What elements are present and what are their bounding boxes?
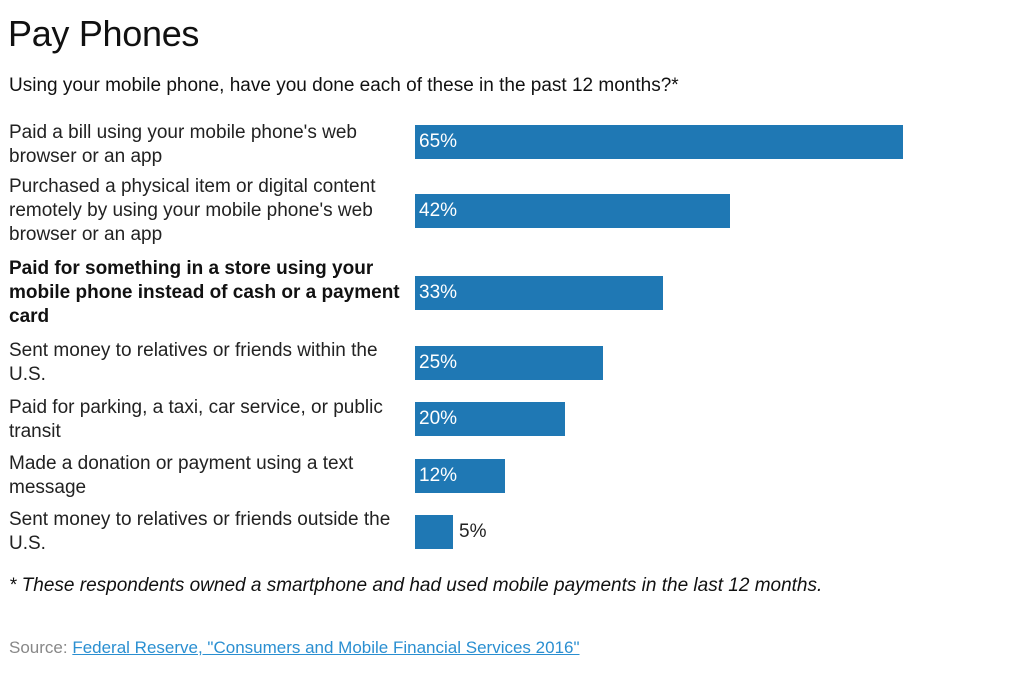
bar-value-label: 5% bbox=[459, 521, 487, 542]
chart-title: Pay Phones bbox=[8, 13, 200, 54]
bar bbox=[415, 125, 903, 159]
bar-value-label: 65% bbox=[419, 131, 458, 152]
category-label: Paid a bill using your mobile phone's we… bbox=[9, 122, 357, 167]
bar bbox=[415, 346, 603, 380]
bar bbox=[415, 515, 453, 549]
category-label: Sent money to relatives or friends withi… bbox=[9, 340, 378, 385]
source-line: Source: Federal Reserve, "Consumers and … bbox=[9, 637, 580, 659]
bar bbox=[415, 194, 730, 228]
source-prefix: Source: bbox=[9, 638, 73, 657]
bar bbox=[415, 402, 565, 436]
bar-value-label: 42% bbox=[419, 200, 458, 221]
bar-value-label: 12% bbox=[419, 465, 458, 486]
category-label: Sent money to relatives or friends outsi… bbox=[9, 509, 391, 554]
bar-value-label: 25% bbox=[419, 352, 458, 373]
bar-value-label: 33% bbox=[419, 282, 458, 303]
bar bbox=[415, 276, 663, 310]
bar bbox=[415, 459, 505, 493]
category-label: Made a donation or payment using a text … bbox=[9, 453, 354, 498]
category-label: Paid for something in a store using your… bbox=[9, 258, 400, 327]
category-label: Purchased a physical item or digital con… bbox=[9, 176, 376, 245]
category-label: Paid for parking, a taxi, car service, o… bbox=[9, 397, 383, 442]
footnote: * These respondents owned a smartphone a… bbox=[9, 575, 823, 596]
source-link[interactable]: Federal Reserve, "Consumers and Mobile F… bbox=[72, 638, 580, 657]
bar-value-label: 20% bbox=[419, 408, 458, 429]
chart-subtitle: Using your mobile phone, have you done e… bbox=[9, 75, 679, 96]
